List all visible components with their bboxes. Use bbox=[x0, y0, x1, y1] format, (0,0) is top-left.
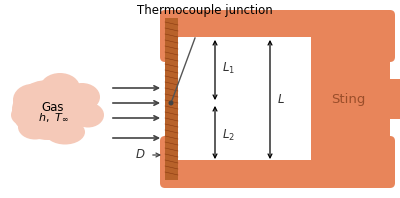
FancyBboxPatch shape bbox=[160, 10, 395, 62]
Bar bbox=[178, 18, 311, 37]
Ellipse shape bbox=[13, 84, 51, 116]
Text: $L_1$: $L_1$ bbox=[222, 60, 235, 76]
Ellipse shape bbox=[40, 73, 80, 103]
Bar bbox=[178, 143, 311, 160]
Ellipse shape bbox=[72, 103, 104, 128]
Circle shape bbox=[168, 101, 174, 106]
FancyBboxPatch shape bbox=[303, 10, 390, 188]
Bar bbox=[178, 161, 311, 179]
Ellipse shape bbox=[11, 104, 39, 126]
Text: $h,\ T_\infty$: $h,\ T_\infty$ bbox=[38, 112, 68, 124]
Bar bbox=[178, 55, 311, 143]
Ellipse shape bbox=[64, 83, 100, 111]
Text: $L_2$: $L_2$ bbox=[222, 128, 235, 143]
Bar bbox=[310, 20, 390, 178]
Ellipse shape bbox=[18, 114, 52, 140]
Text: Gas: Gas bbox=[42, 101, 64, 113]
Ellipse shape bbox=[12, 80, 84, 140]
Bar bbox=[178, 37, 311, 57]
Text: $L$: $L$ bbox=[277, 92, 285, 106]
Text: $D$: $D$ bbox=[135, 148, 145, 162]
Ellipse shape bbox=[45, 120, 85, 145]
FancyBboxPatch shape bbox=[365, 79, 400, 119]
FancyBboxPatch shape bbox=[160, 136, 395, 188]
Text: Thermocouple junction: Thermocouple junction bbox=[137, 4, 273, 16]
Text: Sting: Sting bbox=[331, 92, 365, 106]
Bar bbox=[165, 18, 178, 180]
Bar bbox=[310, 55, 385, 143]
